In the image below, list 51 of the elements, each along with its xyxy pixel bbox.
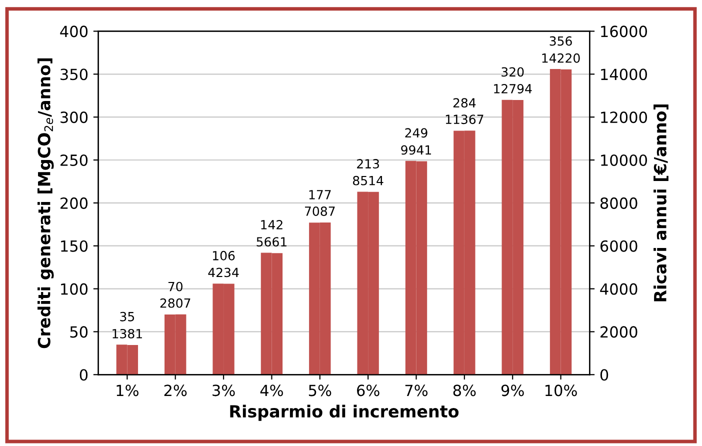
- y-tick-label: 150: [61, 240, 88, 252]
- y2-tick-label: 0: [600, 369, 608, 381]
- x-tick-label: 4%: [260, 384, 283, 396]
- data-label: 9941: [401, 145, 431, 155]
- y-axis-title: Crediti generati [MgCO$_{2e}$/anno]: [38, 58, 54, 348]
- y2-tick-label: 8000: [600, 197, 638, 209]
- data-label: 5661: [256, 237, 286, 247]
- data-label: 1381: [112, 328, 142, 338]
- x-tick-label: 3%: [212, 384, 235, 396]
- x-tick-label: 2%: [164, 384, 187, 396]
- y2-axis-title: Ricavi annui [€/anno]: [654, 104, 668, 302]
- data-label: 4234: [208, 268, 239, 278]
- data-label: 320: [502, 67, 524, 77]
- y2-tick-label: 2000: [600, 326, 638, 338]
- data-label: 213: [357, 159, 379, 169]
- x-tick-label: 8%: [453, 384, 476, 396]
- y2-tick-label: 4000: [600, 283, 638, 295]
- y-tick-label: 400: [60, 26, 88, 38]
- x-tick-label: 1%: [116, 384, 138, 396]
- data-label: 177: [309, 190, 331, 200]
- x-tick-label: 10%: [545, 384, 577, 396]
- x-tick-label: 6%: [357, 384, 380, 396]
- y2-tick-label: 12000: [601, 112, 647, 124]
- y-tick-label: 50: [70, 326, 88, 338]
- y-tick-label: 0: [80, 369, 88, 381]
- data-label: 14220: [542, 53, 580, 63]
- data-label: 284: [453, 98, 476, 108]
- data-label: 12794: [494, 84, 532, 94]
- y2-tick-label: 14000: [601, 68, 647, 80]
- x-tick-label: 7%: [405, 384, 428, 396]
- x-tick-label: 9%: [501, 384, 524, 396]
- data-label: 7087: [305, 206, 335, 216]
- data-label: 35: [120, 312, 134, 322]
- data-label: 8514: [353, 176, 384, 186]
- data-label: 356: [550, 36, 572, 46]
- data-label: 142: [261, 220, 282, 230]
- y2-tick-label: 10000: [601, 154, 647, 166]
- data-label: 106: [212, 250, 235, 260]
- y-tick-label: 100: [61, 283, 88, 295]
- y2-tick-label: 16000: [601, 26, 647, 38]
- y2-tick-label: 6000: [600, 240, 638, 252]
- y-tick-label: 250: [60, 154, 88, 166]
- data-label: 249: [405, 128, 428, 138]
- x-tick-label: 5%: [308, 384, 332, 396]
- data-label: 11367: [446, 114, 484, 124]
- data-label: 70: [168, 282, 182, 292]
- x-axis-title: Risparmio di incremento: [230, 404, 459, 421]
- data-label: 2807: [160, 298, 190, 308]
- y-tick-label: 350: [60, 68, 88, 80]
- y-tick-label: 300: [60, 112, 88, 124]
- y-tick-label: 200: [60, 197, 88, 209]
